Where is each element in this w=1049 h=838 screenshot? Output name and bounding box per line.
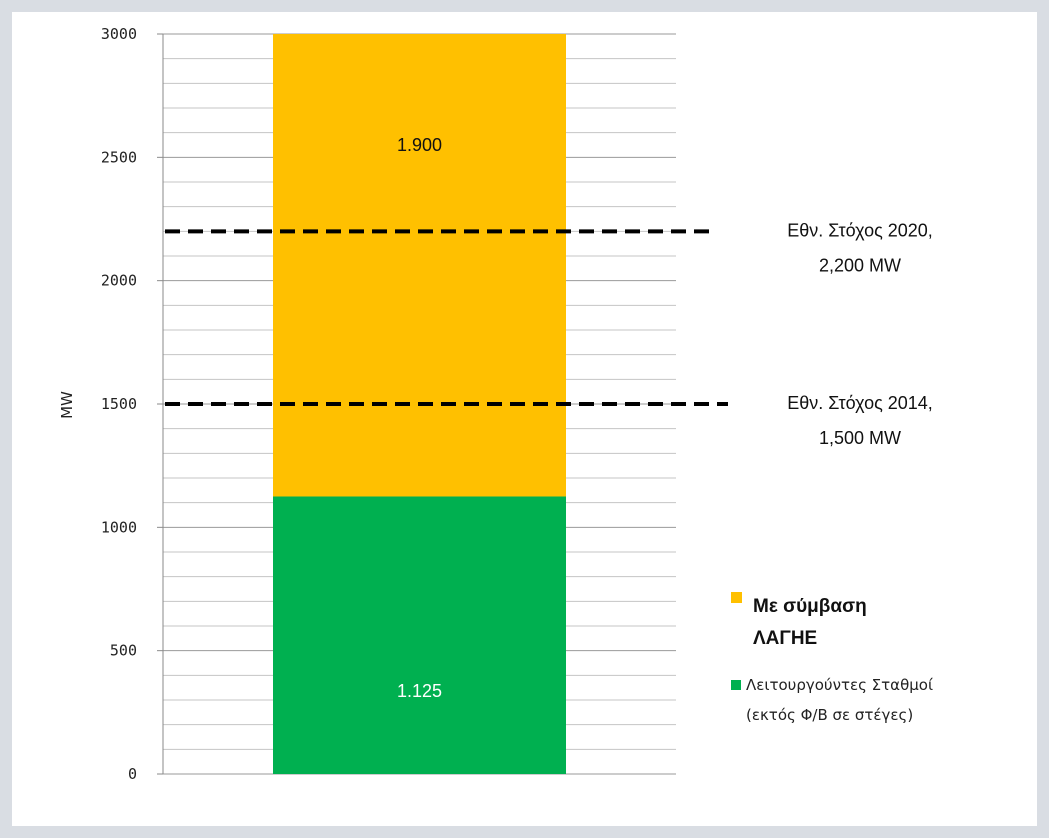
reference-label-1500: Εθν. Στόχος 2014, bbox=[787, 393, 933, 413]
reference-label-2200: 2,200 MW bbox=[819, 255, 901, 275]
reference-lines: Εθν. Στόχος 2020, 2,200 MW Εθν. Στόχος 201… bbox=[165, 220, 933, 448]
bars bbox=[273, 34, 566, 774]
legend: Με σύμβαση ΛΑΓΗΕ Λειτουργούντες Σταθμοί (εκ… bbox=[731, 592, 933, 724]
legend-label-contracted: Με σύμβαση bbox=[753, 596, 867, 617]
y-tick-label: 2500 bbox=[101, 148, 137, 166]
y-tick-label: 3000 bbox=[101, 25, 137, 43]
legend-label-operating: Λειτουργούντες Σταθμοί bbox=[746, 676, 933, 694]
legend-label-operating: (εκτός Φ/Β σε στέγες) bbox=[746, 706, 913, 724]
reference-label-2200: Εθν. Στόχος 2020, bbox=[787, 220, 933, 240]
y-tick-label: 0 bbox=[128, 765, 137, 783]
legend-label-contracted: ΛΑΓΗΕ bbox=[753, 628, 817, 649]
y-tick-label: 2000 bbox=[101, 272, 137, 290]
bar-segment-operating bbox=[273, 496, 566, 774]
y-tick-label: 1000 bbox=[101, 518, 137, 536]
bar-segment-contracted bbox=[273, 34, 566, 497]
data-label-contracted: 1.900 bbox=[397, 135, 442, 155]
y-tick-label: 500 bbox=[110, 642, 137, 660]
reference-label-1500: 1,500 MW bbox=[819, 428, 901, 448]
legend-swatch-contracted bbox=[731, 592, 742, 603]
data-label-operating: 1.125 bbox=[397, 681, 442, 701]
y-axis-label: MW bbox=[58, 391, 76, 419]
data-labels: 1.125 1.900 bbox=[397, 135, 442, 701]
y-tick-label: 1500 bbox=[101, 395, 137, 413]
legend-swatch-operating bbox=[731, 680, 741, 690]
y-axis: 0 500 1000 1500 2000 2500 3000 bbox=[101, 25, 164, 783]
